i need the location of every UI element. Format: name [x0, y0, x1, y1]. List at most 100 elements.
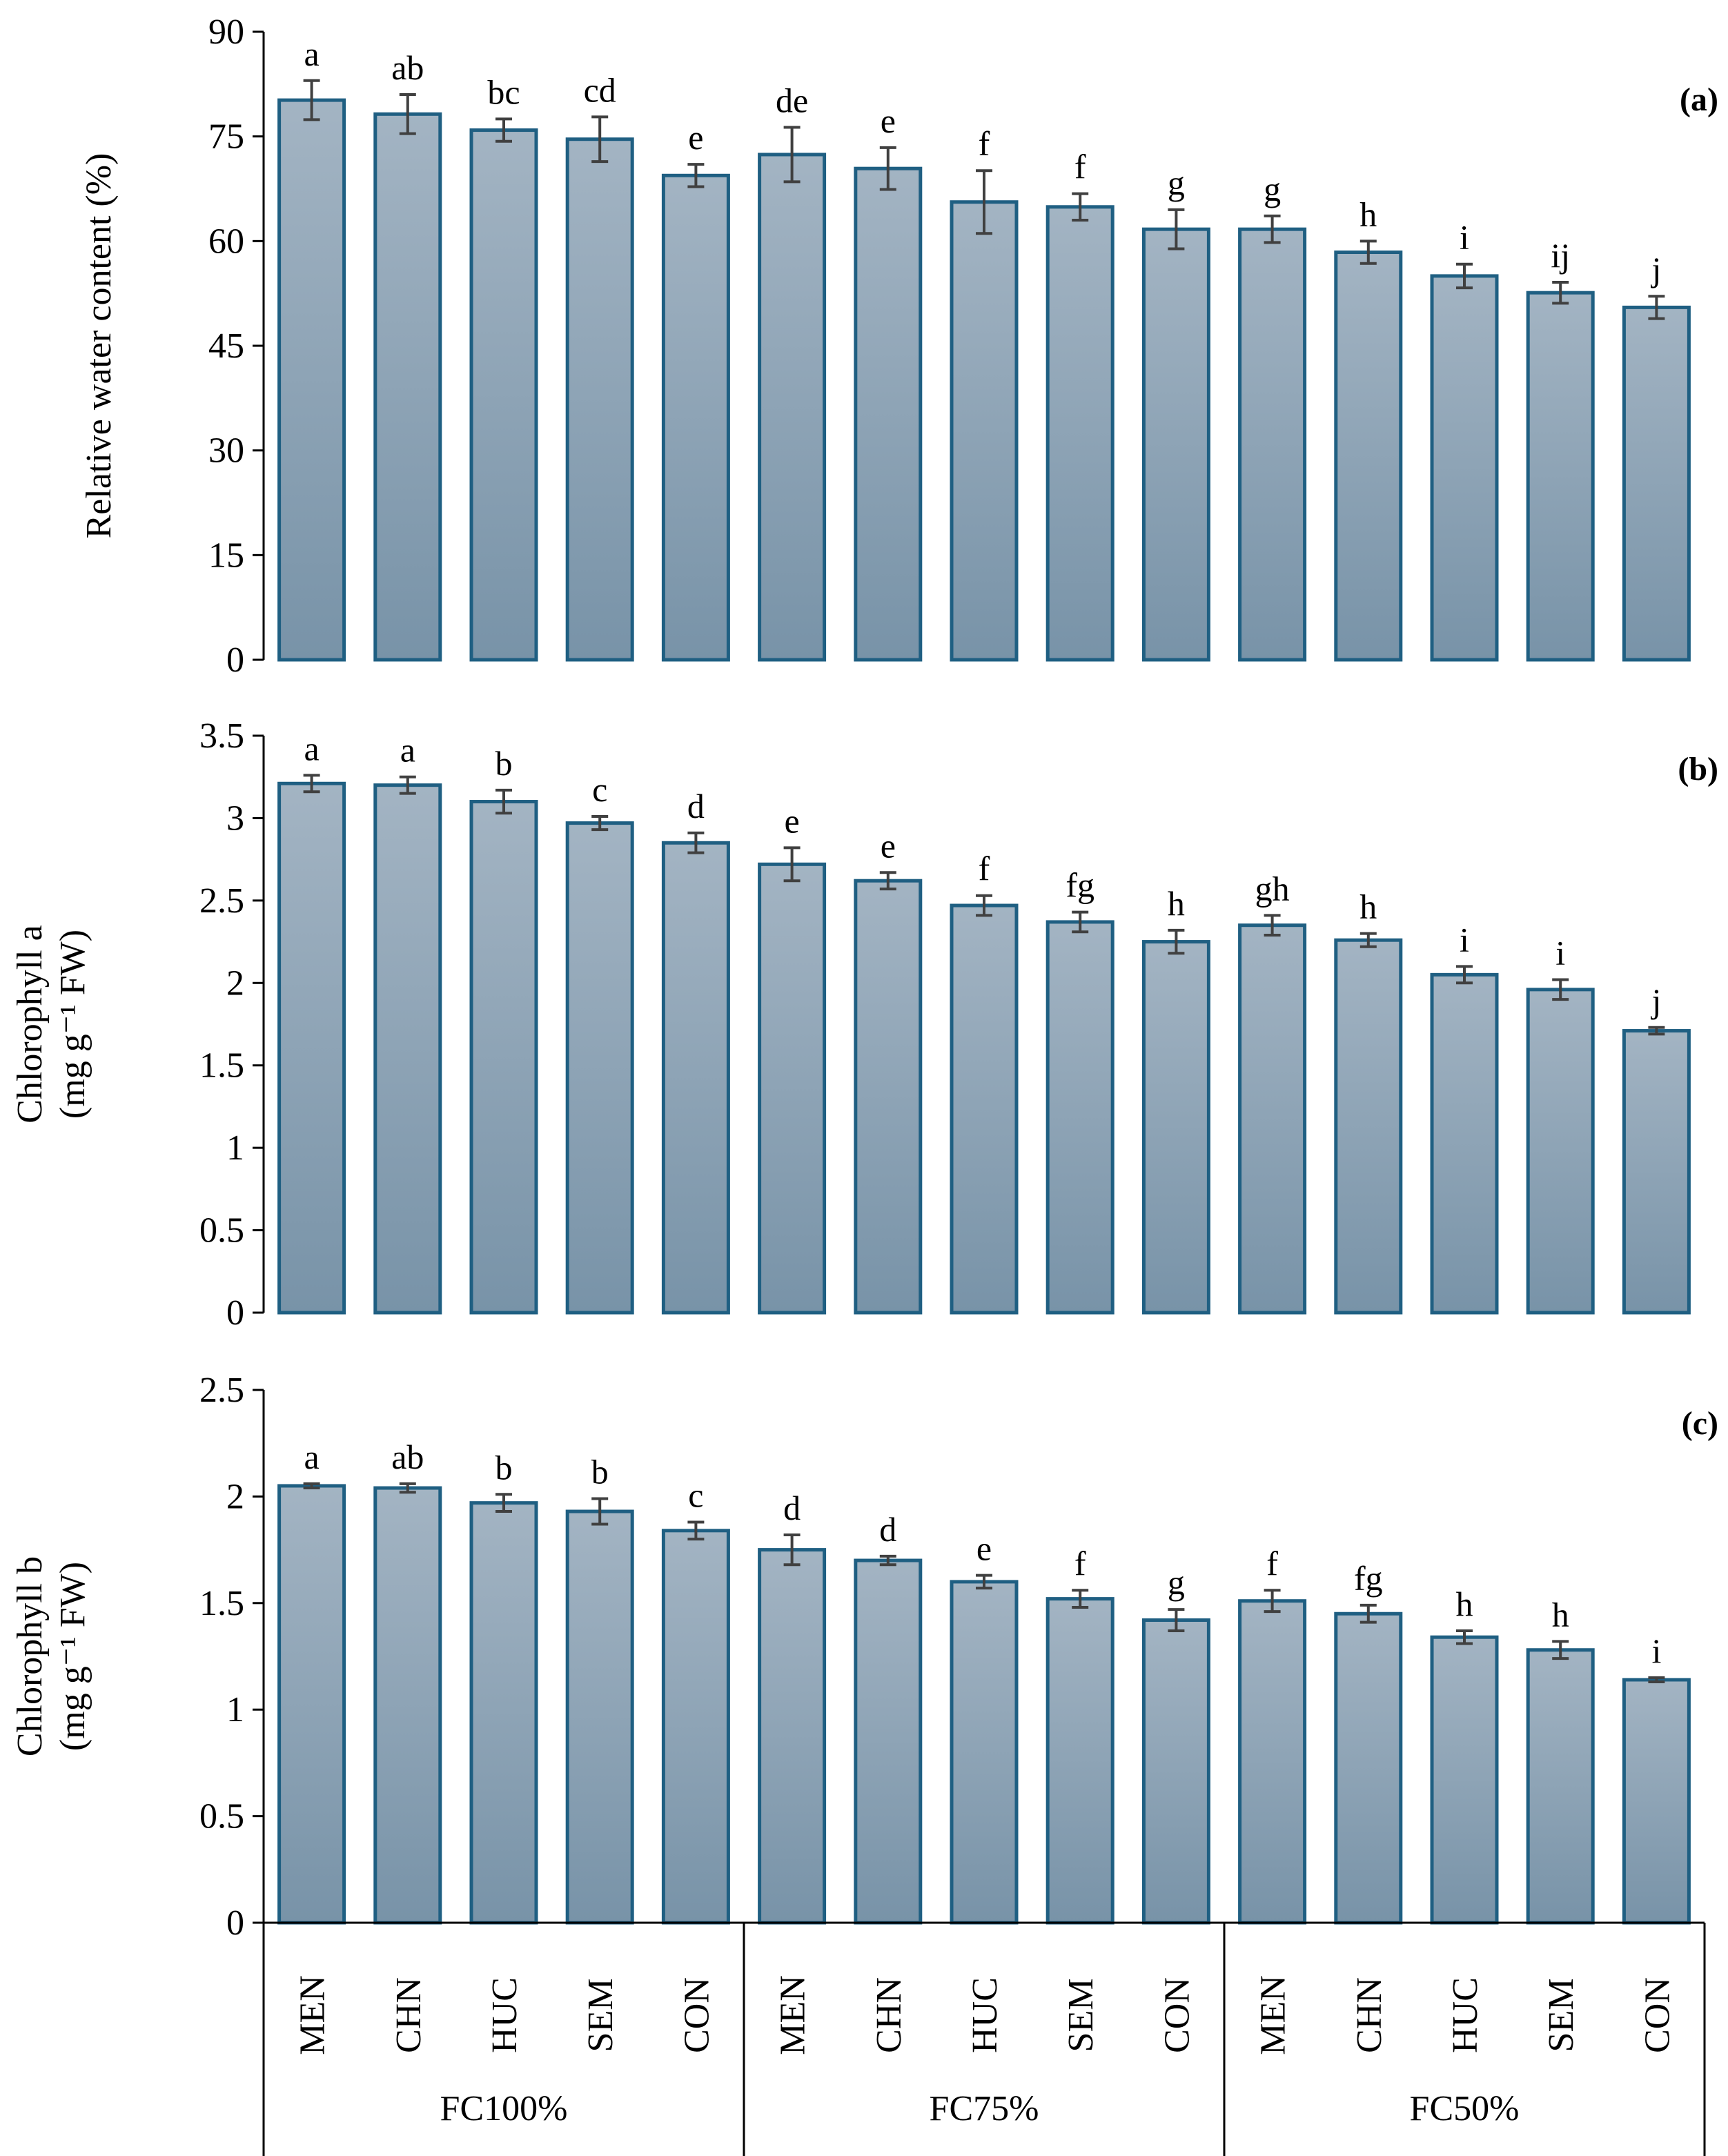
bar-men	[758, 1548, 827, 1925]
significance-letter: a	[400, 731, 415, 770]
bar-chn	[1334, 1611, 1403, 1925]
bar-chn	[373, 783, 442, 1315]
significance-letter: i	[1460, 920, 1469, 959]
y-axis-title-line-1: Chlorophyll b	[10, 1556, 50, 1756]
significance-letter: g	[1168, 164, 1185, 202]
chart-panel-c: 0 0.5 1 1.5 2 2.5 Chlorophyll b (mg g⁻¹ FW) (c) a…	[10, 1371, 1718, 1943]
category-label-sem: SEM	[1061, 1979, 1101, 2052]
bar-con	[661, 841, 730, 1315]
bar-men	[758, 153, 827, 662]
bar-chn	[373, 112, 442, 662]
panel-label: (a)	[1680, 81, 1718, 118]
significance-letter: f	[1074, 148, 1086, 186]
y-tick-label: 90	[208, 12, 244, 52]
bar-sem	[565, 1509, 634, 1925]
significance-letter: f	[1266, 1544, 1278, 1582]
bar-men	[277, 1484, 346, 1925]
group-label: FC50%	[1410, 2089, 1520, 2128]
significance-letter: fg	[1354, 1559, 1383, 1598]
category-label-chn: CHN	[389, 1977, 429, 2053]
bar-sem	[1045, 1597, 1115, 1925]
y-tick-label: 60	[208, 222, 244, 261]
y-tick-label: 75	[208, 117, 244, 157]
bar-con	[1622, 1678, 1691, 1925]
bar-huc	[469, 1501, 538, 1925]
chart-panel-a: 0 15 30 45 60 75 90 Relative water content (%) (…	[79, 12, 1718, 680]
significance-letter: f	[979, 850, 990, 888]
significance-letter: f	[979, 124, 990, 163]
significance-letter: a	[304, 1438, 319, 1476]
significance-letter: e	[881, 826, 896, 865]
bar-men	[1238, 923, 1307, 1315]
y-tick-label: 15	[208, 536, 244, 575]
significance-letter: h	[1168, 884, 1185, 923]
y-tick-label: 30	[208, 431, 244, 471]
category-label-con: CON	[1638, 1977, 1677, 2053]
significance-letter: e	[881, 101, 896, 140]
category-label-men: MEN	[774, 1975, 813, 2055]
y-tick-label: 2	[226, 1477, 244, 1516]
y-axis-title-line-2: (mg g⁻¹ FW)	[53, 1562, 92, 1751]
significance-letter: ij	[1551, 236, 1570, 275]
category-label-sem: SEM	[581, 1979, 620, 2052]
significance-letter: i	[1555, 934, 1565, 972]
category-label-men: MEN	[1254, 1975, 1293, 2055]
significance-letter: de	[776, 81, 808, 120]
bar-con	[661, 1529, 730, 1925]
bar-huc	[469, 800, 538, 1315]
y-tick-label: 0	[226, 640, 244, 680]
panel-label: (c)	[1682, 1405, 1718, 1442]
bar-sem	[1526, 1648, 1595, 1925]
y-tick-label: 1	[226, 1128, 244, 1168]
bar-sem	[565, 137, 634, 662]
category-label-huc: HUC	[485, 1977, 524, 2053]
bar-sem	[1526, 291, 1595, 662]
significance-letter: j	[1650, 981, 1661, 1020]
significance-letter: a	[304, 729, 319, 767]
bar-con	[1141, 940, 1210, 1315]
significance-letter: i	[1651, 1631, 1661, 1670]
category-label-con: CON	[677, 1977, 716, 2053]
bar-men	[758, 862, 827, 1315]
bar-men	[277, 781, 346, 1315]
significance-letter: bc	[487, 72, 520, 111]
significance-letter: cd	[584, 70, 616, 109]
y-tick-label: 1.5	[199, 1046, 244, 1086]
significance-letter: d	[687, 787, 705, 825]
group-label: FC100%	[440, 2089, 568, 2128]
significance-letter: f	[1074, 1544, 1086, 1582]
bar-chn	[854, 879, 923, 1315]
y-tick-label: 3.5	[199, 716, 244, 756]
y-tick-label: 0	[226, 1903, 244, 1943]
significance-letter: gh	[1255, 869, 1290, 908]
significance-letter: i	[1460, 218, 1469, 257]
y-tick-label: 0	[226, 1293, 244, 1333]
bar-chn	[1334, 251, 1403, 662]
bar-con	[1141, 1618, 1210, 1925]
bar-men	[1238, 227, 1307, 662]
category-axis: MEN CHN HUC SEM CON MEN CHN HUC SEM CON MEN CHN HUC S…	[262, 1921, 1706, 2156]
bar-huc	[950, 903, 1019, 1315]
category-label-huc: HUC	[965, 1977, 1005, 2053]
significance-letter: a	[304, 35, 319, 73]
significance-letter: ab	[391, 48, 424, 87]
y-tick-label: 0.5	[199, 1797, 244, 1836]
y-tick-label: 2.5	[199, 1371, 244, 1410]
y-tick-label: 45	[208, 326, 244, 366]
bar-con	[1622, 1029, 1691, 1315]
y-tick-label: 1.5	[199, 1584, 244, 1623]
bar-men	[277, 98, 346, 662]
bar-huc	[1430, 274, 1499, 662]
bar-huc	[1430, 972, 1499, 1315]
significance-letter: j	[1650, 250, 1661, 288]
significance-letter: e	[976, 1529, 992, 1568]
y-tick-label: 2	[226, 963, 244, 1003]
significance-letter: fg	[1066, 866, 1094, 905]
bar-huc	[469, 128, 538, 662]
bar-sem	[1045, 205, 1115, 662]
bar-huc	[950, 200, 1019, 662]
y-axis-title-line-1: Chlorophyll a	[10, 925, 50, 1123]
significance-letter: ab	[391, 1438, 424, 1476]
bar-huc	[950, 1580, 1019, 1925]
bar-chn	[854, 166, 923, 662]
